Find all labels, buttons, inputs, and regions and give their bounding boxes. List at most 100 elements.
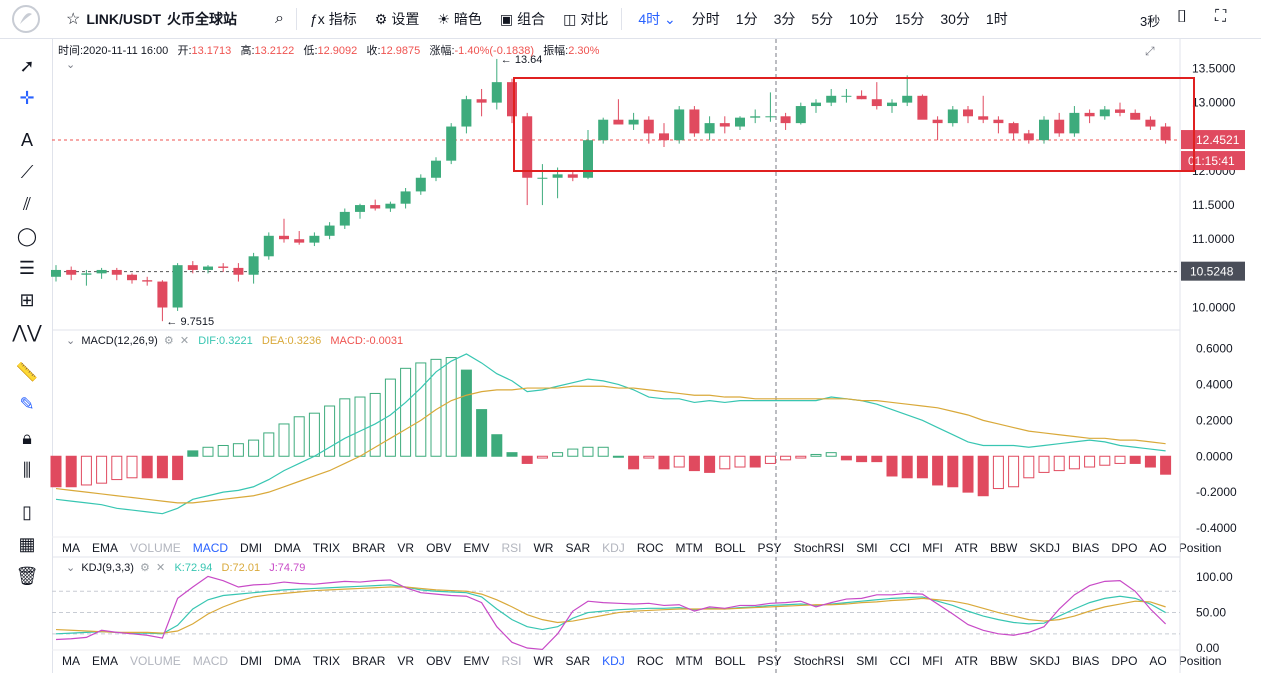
wave-pattern-icon[interactable]: ⋀⋁ [12,321,42,342]
indicator-tab-psy[interactable]: PSY [757,654,782,668]
maximize-pane-icon[interactable]: ⤢ [1145,44,1155,58]
compare-button[interactable]: ◫ 对比 [563,10,609,28]
indicator-tab-dpo[interactable]: DPO [1111,654,1138,668]
interval-8[interactable]: 1时 [985,11,1008,27]
visibility-candles-icon[interactable]: ⫼ [22,459,32,480]
fibonacci-grid-icon[interactable]: ⊞ [19,289,35,310]
indicator-tab-atr[interactable]: ATR [954,541,979,555]
indicator-tab-stochrsi[interactable]: StochRSI [793,654,845,668]
close-icon[interactable]: ✕ [156,562,166,574]
layout-combo-button[interactable]: ▣ 组合 [499,10,546,28]
interval-2[interactable]: 1分 [735,11,758,27]
brush-icon[interactable]: ✎ [19,393,35,414]
dark-mode-button[interactable]: ☀ 暗色 [437,10,482,28]
indicator-tab-rsi[interactable]: RSI [501,541,522,555]
indicator-tab-bbw[interactable]: BBW [990,541,1018,555]
indicator-tab-wr[interactable]: WR [533,654,554,668]
indicator-tab-vr[interactable]: VR [397,541,415,555]
indicator-tab-ao[interactable]: AO [1149,541,1167,555]
indicator-tab-mfi[interactable]: MFI [922,654,943,668]
indicator-tab-emv[interactable]: EMV [463,654,490,668]
cursor-arrow-icon[interactable]: ➚ [19,55,35,76]
lock-icon[interactable]: 🔒︎ [22,427,32,448]
indicator-tab-cci[interactable]: CCI [889,654,911,668]
settings-button[interactable]: ⚙ 设置 [374,10,420,28]
indicator-tab-stochrsi[interactable]: StochRSI [793,541,845,555]
indicator-tab-ao[interactable]: AO [1149,654,1167,668]
interval-6[interactable]: 15分 [894,11,925,27]
indicator-tab-brar[interactable]: BRAR [352,654,386,668]
indicator-tab-sar[interactable]: SAR [565,541,591,555]
indicator-tab-dma[interactable]: DMA [274,654,301,668]
interval-1[interactable]: 分时 [691,11,720,27]
indicator-tab-wr[interactable]: WR [533,541,554,555]
indicator-tab-ma[interactable]: MA [62,654,80,668]
collapse-chevron-icon[interactable]: ⌄ [66,562,76,574]
interval-0[interactable]: 4时 ⌄ [638,11,676,27]
interval-7[interactable]: 30分 [940,11,970,27]
indicator-tab-boll[interactable]: BOLL [714,654,746,668]
trend-line-icon[interactable]: ⟋ [20,161,34,182]
indicators-button[interactable]: ƒx 指标 [309,11,357,27]
indicator-tab-trix[interactable]: TRIX [312,541,341,555]
indicator-tab-boll[interactable]: BOLL [714,541,746,555]
indicator-tab-bias[interactable]: BIAS [1072,541,1100,555]
indicator-tab-bbw[interactable]: BBW [990,654,1018,668]
indicator-tab-cci[interactable]: CCI [889,541,911,555]
indicator-tab-dpo[interactable]: DPO [1111,541,1138,555]
fullscreen-icon[interactable]: ⛶ [1215,8,1227,25]
circle-shape-icon[interactable]: ◯ [16,225,38,246]
indicator-tab-dmi[interactable]: DMI [240,541,263,555]
search-icon[interactable]: ⌕ [275,10,284,27]
indicator-tab-trix[interactable]: TRIX [312,654,341,668]
indicator-tab-roc[interactable]: ROC [636,654,664,668]
gear-icon[interactable]: ⚙ [163,335,174,347]
indicator-tab-rsi[interactable]: RSI [501,654,522,668]
indicator-tab-macd[interactable]: MACD [192,654,229,668]
horizontal-lines-icon[interactable]: ☰ [18,257,36,278]
indicator-tab-mtm[interactable]: MTM [675,541,703,555]
refresh-rate[interactable]: 3秒 [1140,14,1161,29]
calendar-icon[interactable]: ▦ [18,533,36,554]
indicator-tab-obv[interactable]: OBV [426,541,452,555]
trash-icon[interactable]: 🗑︎ [15,565,39,586]
indicator-tab-vr[interactable]: VR [397,654,415,668]
indicator-tab-ema[interactable]: EMA [92,541,119,555]
text-tool-icon[interactable]: A [20,129,33,150]
indicator-tab-ma[interactable]: MA [62,541,80,555]
indicator-tab-position[interactable]: Position [1178,541,1222,555]
collapse-chevron-icon[interactable]: ⌄ [66,59,76,71]
interval-5[interactable]: 10分 [849,11,879,27]
indicator-tab-kdj[interactable]: KDJ [602,541,625,555]
indicator-tab-mfi[interactable]: MFI [922,541,943,555]
indicator-tab-skdj[interactable]: SKDJ [1029,541,1061,555]
indicator-tab-skdj[interactable]: SKDJ [1029,654,1061,668]
indicator-tab-volume[interactable]: VOLUME [130,541,181,555]
indicator-tab-dmi[interactable]: DMI [240,654,263,668]
indicator-tab-dma[interactable]: DMA [274,541,301,555]
bookmark-icon[interactable]: ▯ [22,501,32,522]
interval-4[interactable]: 5分 [811,11,834,27]
interval-3[interactable]: 3分 [773,11,796,27]
gear-icon[interactable]: ⚙ [140,562,150,574]
indicator-tab-bias[interactable]: BIAS [1072,654,1100,668]
indicator-tab-roc[interactable]: ROC [636,541,664,555]
star-icon[interactable]: ☆ [66,11,81,28]
indicator-tab-mtm[interactable]: MTM [675,654,703,668]
ruler-icon[interactable]: 📏 [15,361,39,382]
channel-icon[interactable]: ⫽ [22,193,32,214]
indicator-tab-ema[interactable]: EMA [92,654,119,668]
indicator-tab-position[interactable]: Position [1178,654,1222,668]
indicator-tab-smi[interactable]: SMI [856,654,878,668]
close-icon[interactable]: ✕ [179,335,190,347]
indicator-tab-brar[interactable]: BRAR [352,541,386,555]
indicator-tab-emv[interactable]: EMV [463,541,490,555]
indicator-tab-macd[interactable]: MACD [192,541,229,555]
indicator-tab-sar[interactable]: SAR [565,654,591,668]
indicator-tab-kdj[interactable]: KDJ [602,654,625,668]
indicator-tab-atr[interactable]: ATR [954,654,979,668]
collapse-chevron-icon[interactable]: ⌄ [66,335,76,347]
symbol-selector[interactable]: ☆ LINK/USDT 火币全球站 [0,9,237,29]
indicator-tab-smi[interactable]: SMI [856,541,878,555]
indicator-tab-volume[interactable]: VOLUME [130,654,181,668]
